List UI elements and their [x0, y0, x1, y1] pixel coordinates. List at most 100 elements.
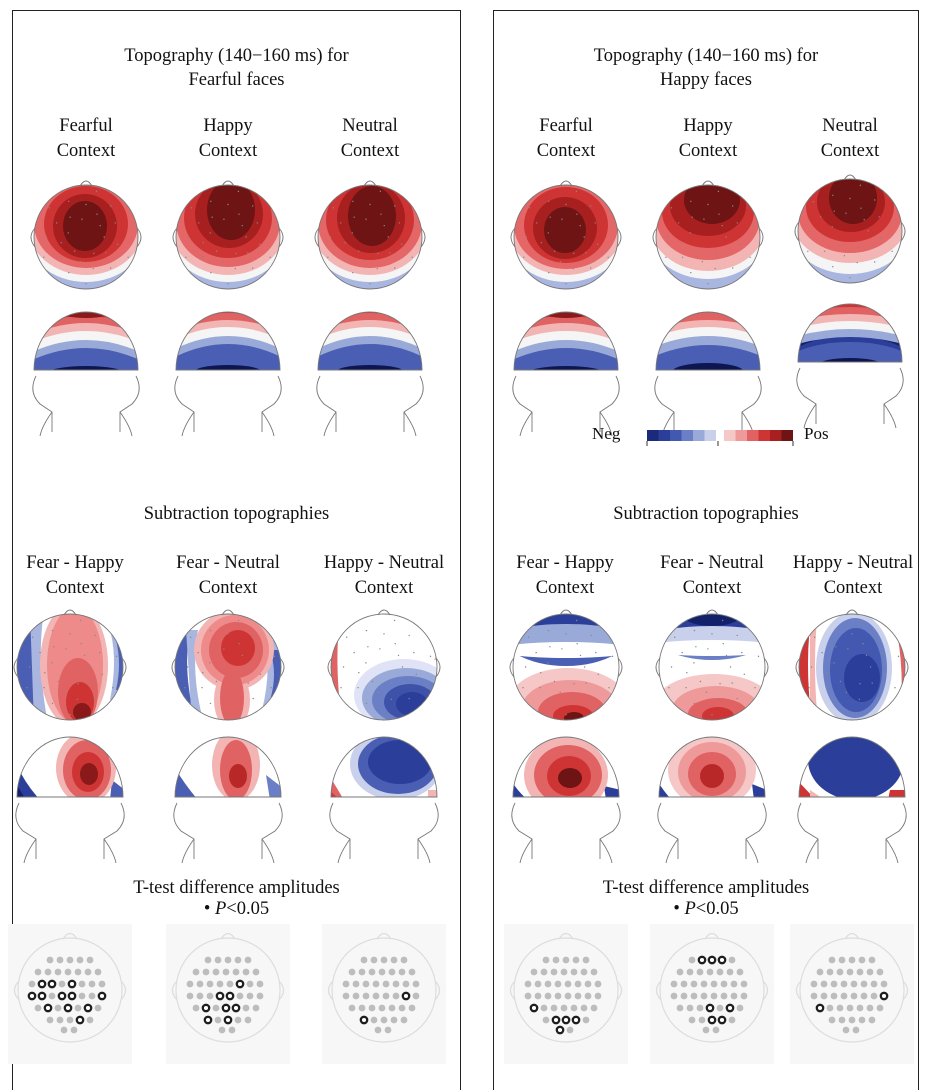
electrode-nonsignificant	[542, 1016, 550, 1024]
electrode-nonsignificant	[60, 1026, 68, 1034]
electrode-nonsignificant	[84, 968, 92, 976]
electrode-nonsignificant	[838, 956, 846, 964]
right-condition-neutral: Neutral Context	[780, 114, 920, 164]
head-back-outline	[173, 736, 283, 864]
electrode-nonsignificant	[390, 1016, 398, 1024]
head-top-outline	[327, 609, 441, 721]
left-condition-fearful: Fearful Context	[16, 114, 156, 164]
backview-happy-faces-fearful-context	[514, 312, 618, 370]
electrode-nonsignificant	[688, 956, 696, 964]
head-back-outline	[32, 311, 140, 437]
pvalue-bullet: •	[203, 899, 211, 919]
electrode-nonsignificant	[236, 992, 244, 1000]
head-back-outline	[657, 736, 767, 864]
subtraction-line1: Happy - Neutral	[323, 553, 445, 573]
subtraction-backview-happy-faces-fear-minus-happy	[513, 737, 619, 797]
electrode-significant	[717, 1015, 727, 1025]
head-top-outline	[795, 609, 909, 721]
electrode-nonsignificant	[186, 992, 194, 1000]
head-top-outline	[652, 180, 764, 290]
electrode-significant	[75, 1015, 85, 1025]
electrode-nonsignificant	[688, 1016, 696, 1024]
electrode-nonsignificant	[676, 968, 684, 976]
electrode-nonsignificant	[252, 1004, 260, 1012]
electrode-nonsignificant	[342, 980, 350, 988]
electrode-nonsignificant	[866, 968, 874, 976]
head-top-outline	[510, 180, 622, 290]
electrode-nonsignificant	[224, 956, 232, 964]
left-condition-neutral: Neutral Context	[300, 114, 440, 164]
electrode-nonsignificant	[388, 1004, 396, 1012]
electrode-nonsignificant	[214, 1016, 222, 1024]
head-back-outline	[15, 736, 125, 864]
colorbar-neg-swatch	[704, 430, 716, 441]
electrode-nonsignificant	[370, 956, 378, 964]
ttest-electrode-maps	[8, 924, 914, 1064]
electrode-nonsignificant	[374, 1026, 382, 1034]
ttest-map	[650, 924, 774, 1064]
electrode-nonsignificant	[670, 980, 678, 988]
electrode-nonsignificant	[840, 992, 848, 1000]
electrode-nonsignificant	[584, 992, 592, 1000]
electrode-nonsignificant	[838, 1016, 846, 1024]
electrode-nonsignificant	[848, 956, 856, 964]
electrode-nonsignificant	[836, 1004, 844, 1012]
electrode-nonsignificant	[206, 980, 214, 988]
electrode-nonsignificant	[94, 968, 102, 976]
right-condition-fearful: Fearful Context	[496, 114, 636, 164]
topomap-happy-faces-fearful-context	[514, 185, 618, 289]
left-title-line2: Fearful faces	[188, 70, 285, 90]
subtraction-topomap-fearful-faces-fear-minus-happy	[17, 614, 123, 720]
electrode-nonsignificant	[242, 968, 250, 976]
electrode-nonsignificant	[706, 968, 714, 976]
electrode-nonsignificant	[252, 968, 260, 976]
subtraction-backview-fearful-faces-fear-minus-neutral	[175, 737, 281, 797]
electrode-significant	[551, 1015, 561, 1025]
electrode-nonsignificant	[352, 992, 360, 1000]
condition-line1: Fearful	[59, 116, 113, 136]
electrode-nonsignificant	[400, 1016, 408, 1024]
electrode-nonsignificant	[402, 980, 410, 988]
electrode-nonsignificant	[524, 992, 532, 1000]
electrode-nonsignificant	[384, 1026, 392, 1034]
pvalue-label: P	[684, 899, 696, 919]
electrode-nonsignificant	[352, 980, 360, 988]
electrode-nonsignificant	[378, 1004, 386, 1012]
electrode-nonsignificant	[56, 956, 64, 964]
electrode-nonsignificant	[736, 968, 744, 976]
electrode-nonsignificant	[412, 980, 420, 988]
electrode-nonsignificant	[382, 980, 390, 988]
electrode-nonsignificant	[564, 992, 572, 1000]
subtraction-line1: Happy - Neutral	[792, 553, 914, 573]
electrode-nonsignificant	[858, 956, 866, 964]
electrode-nonsignificant	[342, 992, 350, 1000]
electrode-nonsignificant	[74, 1004, 82, 1012]
electrode-nonsignificant	[368, 1004, 376, 1012]
ttest-map	[504, 924, 628, 1064]
ttest-map	[8, 924, 132, 1064]
electrode-nonsignificant	[398, 1004, 406, 1012]
electrode-nonsignificant	[716, 1004, 724, 1012]
electrode-significant	[359, 1015, 369, 1025]
electrode-nonsignificant	[686, 968, 694, 976]
electrode-nonsignificant	[550, 968, 558, 976]
condition-line2: Context	[340, 141, 400, 161]
electrode-nonsignificant	[572, 956, 580, 964]
head-back-outline	[316, 311, 424, 437]
pvalue-text: <0.05	[695, 899, 739, 919]
electrode-nonsignificant	[846, 968, 854, 976]
electrode-nonsignificant	[574, 980, 582, 988]
electrode-nonsignificant	[390, 956, 398, 964]
electrode-nonsignificant	[720, 992, 728, 1000]
electrode-nonsignificant	[868, 956, 876, 964]
electrode-nonsignificant	[850, 992, 858, 1000]
electrode-significant	[555, 1025, 565, 1035]
head-top-outline	[171, 609, 285, 721]
colorbar-neg-swatch	[670, 430, 682, 441]
head-top-outline	[509, 609, 623, 721]
electrode-nonsignificant	[686, 1004, 694, 1012]
electrode-nonsignificant	[372, 980, 380, 988]
electrode-significant	[225, 991, 235, 1001]
electrode-nonsignificant	[856, 1004, 864, 1012]
